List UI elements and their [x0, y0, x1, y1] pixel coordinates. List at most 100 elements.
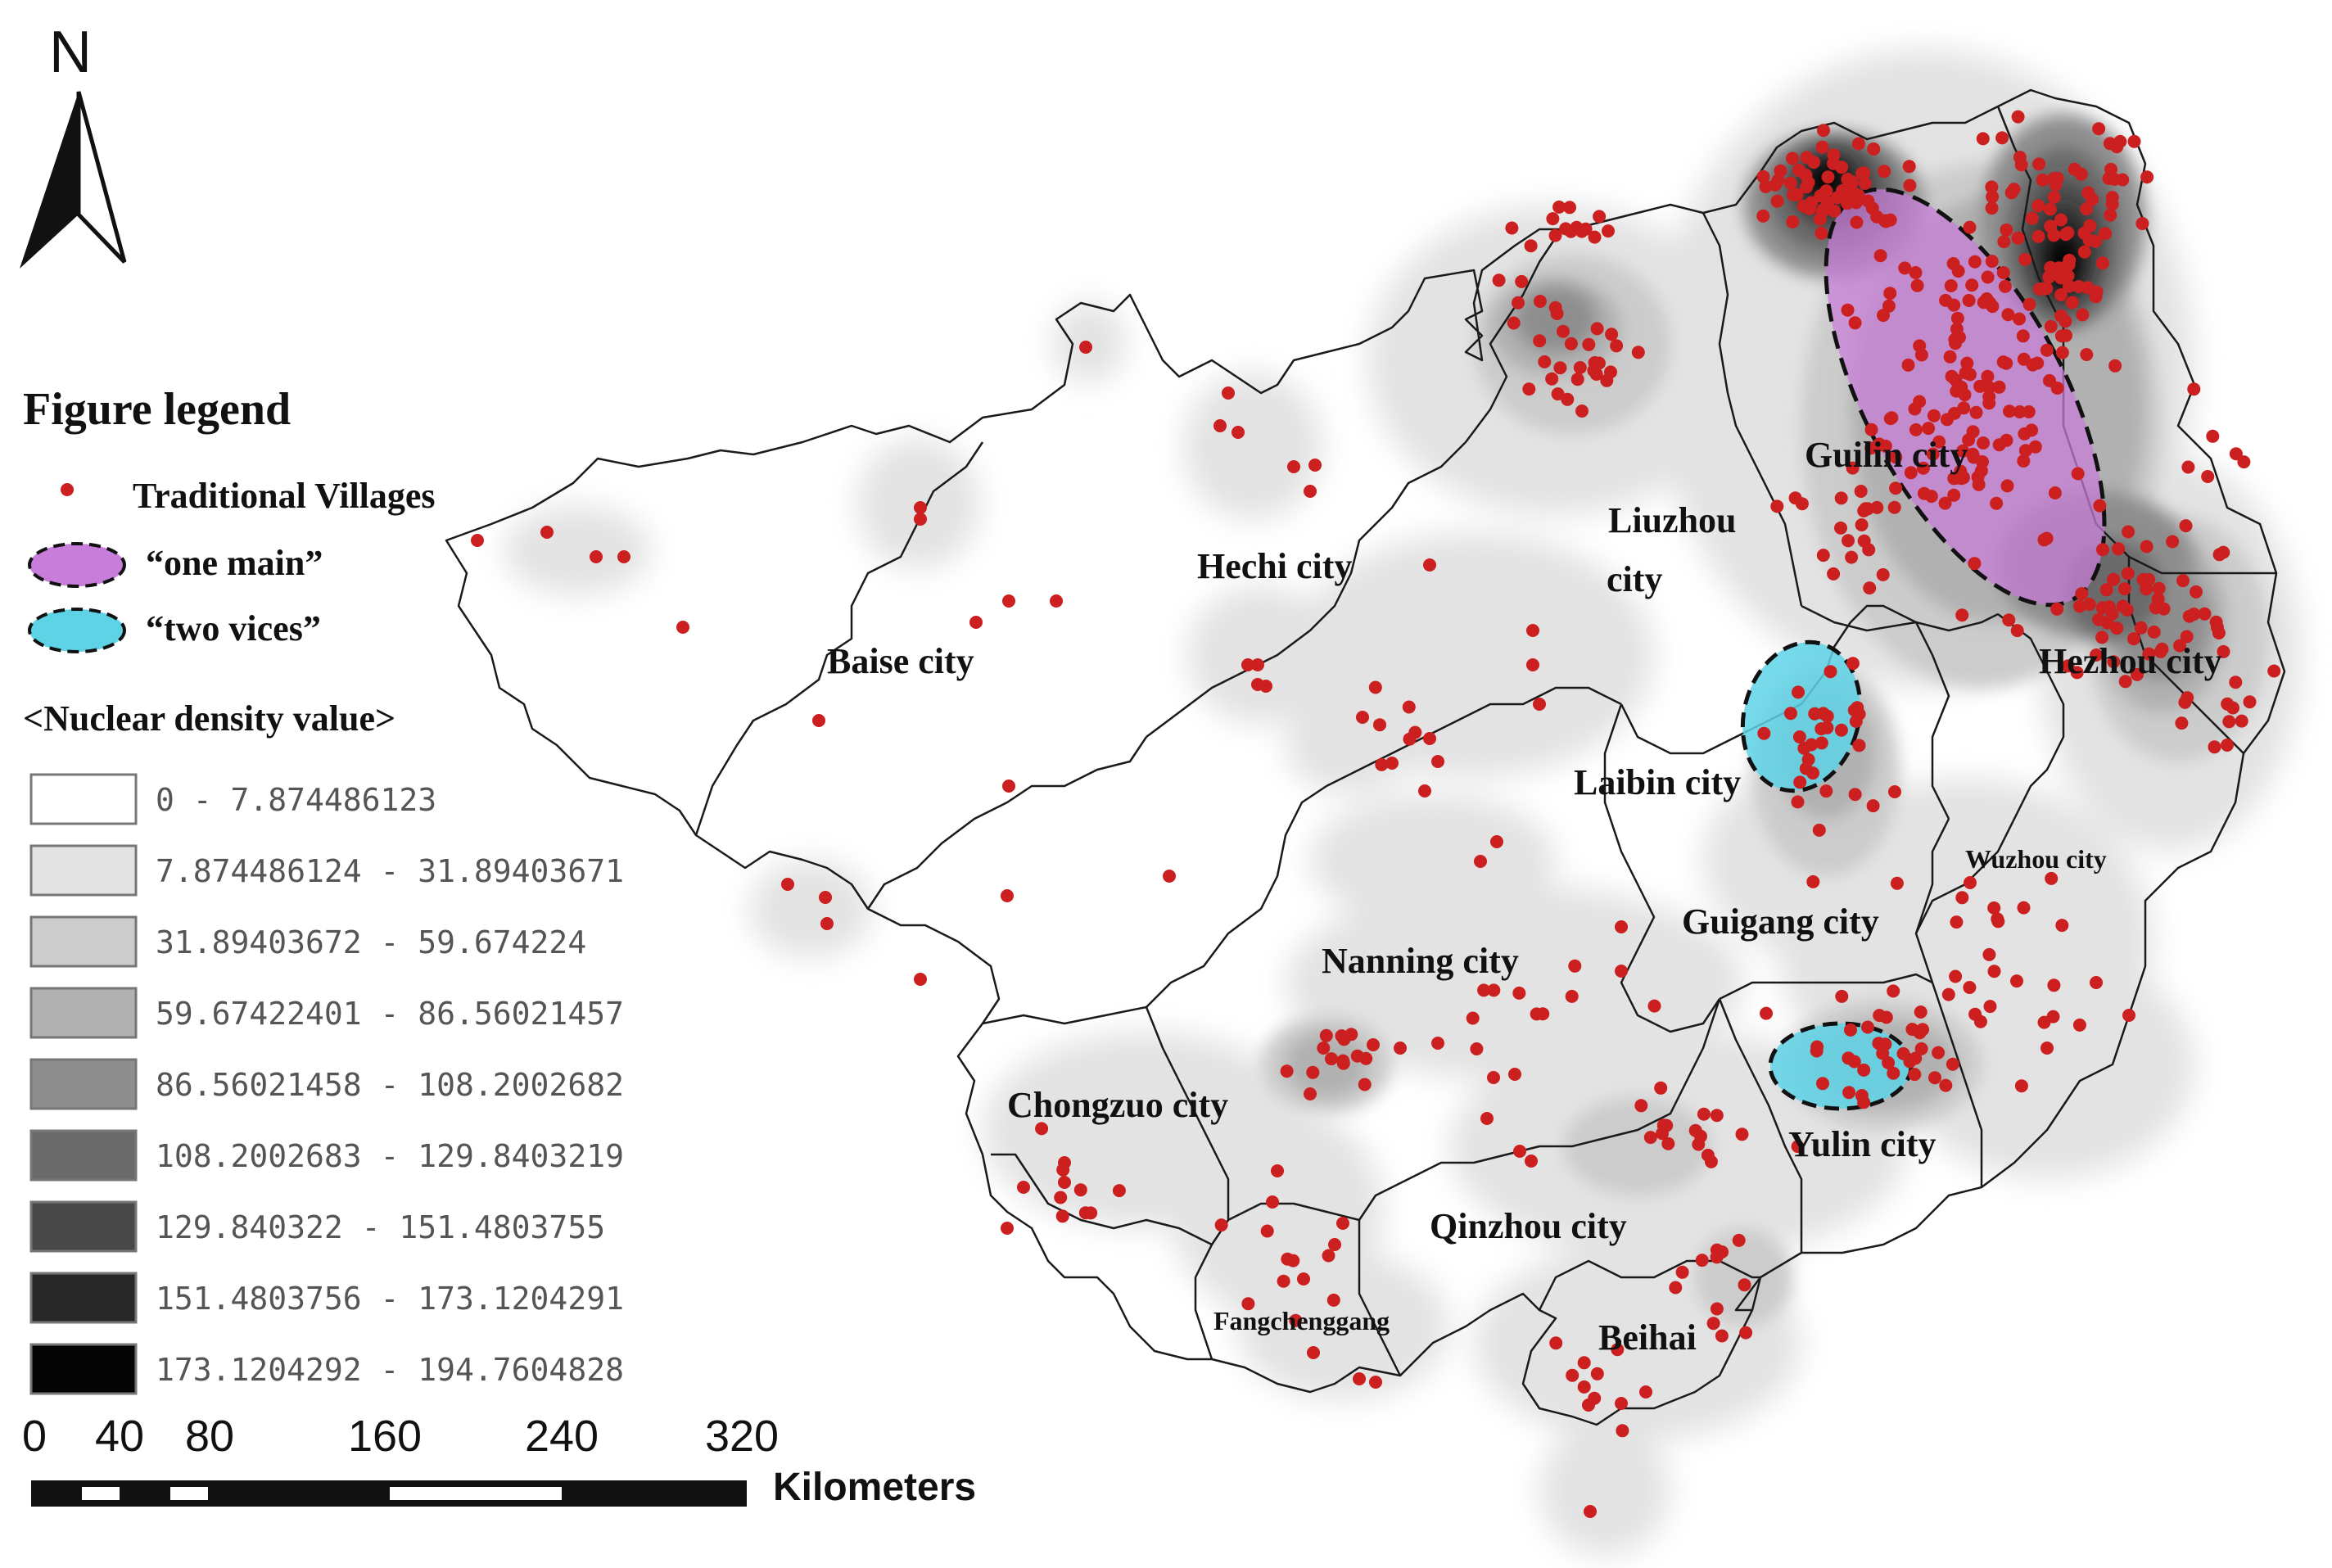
city-label-wuzhou: Wuzhou city [1965, 844, 2107, 874]
village-point [1846, 461, 1860, 475]
village-point [540, 526, 554, 539]
village-point [1368, 680, 1382, 694]
village-point [1251, 658, 1264, 671]
village-point [1058, 1156, 1071, 1169]
village-point [2036, 173, 2050, 187]
village-point [1286, 1254, 1300, 1268]
village-point [1982, 396, 1996, 410]
village-point [1280, 1064, 1294, 1078]
village-point [1356, 711, 1369, 724]
village-point [1913, 395, 1927, 409]
village-point [1548, 300, 1562, 314]
village-point [1615, 1397, 1628, 1410]
village-point [1955, 891, 1969, 905]
city-label-hezhou: Hezhou city [2039, 641, 2222, 681]
village-point [2201, 470, 2215, 483]
village-point [1896, 1046, 1910, 1060]
village-point [1564, 224, 1578, 238]
village-point [2120, 603, 2134, 617]
village-point [1241, 658, 1254, 671]
village-point [2017, 454, 2031, 468]
village-point [1855, 518, 1869, 531]
village-point [2096, 543, 2109, 557]
village-point [1319, 1028, 1333, 1042]
village-point [1610, 339, 1624, 353]
village-point [1852, 739, 1866, 752]
village-point [1983, 1000, 1997, 1014]
village-point [1783, 707, 1797, 721]
village-point [1877, 309, 1890, 323]
village-point [1862, 543, 1876, 557]
village-point [1851, 137, 1865, 151]
village-point [1841, 197, 1855, 210]
village-point [1908, 1068, 1922, 1082]
one-main-legend-icon [28, 542, 126, 588]
village-point [1774, 164, 1787, 178]
village-point [2072, 1018, 2086, 1032]
village-point [1222, 386, 1235, 400]
village-point [1807, 156, 1821, 169]
village-point [1995, 131, 2009, 145]
village-point [1898, 261, 1912, 275]
village-point [1910, 278, 1924, 292]
village-point [2126, 632, 2140, 646]
scale-tick-label: 240 [525, 1412, 599, 1461]
village-point [1326, 1293, 1340, 1307]
village-point [1998, 279, 2012, 293]
legend-one-main-label: “one main” [146, 543, 323, 583]
village-point [1756, 169, 1770, 183]
village-point [1806, 874, 1820, 888]
village-point [1851, 188, 1865, 202]
village-point [2050, 382, 2064, 395]
village-point [2140, 540, 2153, 554]
village-point [820, 917, 834, 930]
village-point [1563, 201, 1576, 215]
village-point [2010, 974, 2023, 988]
village-point [1770, 499, 1784, 513]
scale-tick-label: 0 [22, 1412, 47, 1461]
village-point [1002, 594, 1015, 608]
city-label-liuzhou: Liuzhou [1608, 500, 1737, 540]
village-point [2208, 740, 2221, 754]
village-point [1470, 1042, 1484, 1055]
village-point [2243, 695, 2257, 709]
village-point [2062, 279, 2076, 293]
village-point [1939, 1078, 1953, 1092]
village-point [1634, 1099, 1648, 1113]
village-point [1928, 1071, 1941, 1085]
village-point [2153, 644, 2167, 658]
village-point [1958, 388, 1972, 402]
village-point [1423, 558, 1436, 572]
village-point [1545, 372, 1559, 386]
village-point [2175, 716, 2189, 730]
village-point [1909, 423, 1923, 436]
village-point [1001, 1222, 1014, 1235]
density-class-swatch [29, 1272, 138, 1324]
village-point [1814, 189, 1828, 203]
village-point [1962, 433, 1976, 447]
village-point [1477, 983, 1491, 997]
village-point [2107, 655, 2121, 669]
density-class-swatch [29, 1200, 138, 1253]
village-point [1525, 1155, 1538, 1168]
village-point [1835, 989, 1849, 1003]
village-point [1848, 316, 1862, 330]
village-point [1916, 1023, 1929, 1037]
village-point [1914, 1042, 1928, 1055]
village-point [1938, 496, 1952, 510]
village-point [2025, 423, 2039, 437]
village-point [1803, 202, 1817, 215]
village-point [2222, 715, 2236, 729]
village-point [2048, 486, 2062, 499]
village-point [1232, 426, 1245, 439]
village-point [1842, 1051, 1855, 1065]
province-outline [445, 88, 2286, 1426]
village-point [2040, 1042, 2054, 1055]
village-point [1214, 1218, 1228, 1232]
village-point [1369, 1376, 1382, 1389]
village-point [2044, 319, 2058, 333]
village-point [617, 550, 630, 563]
village-point [1739, 1326, 1753, 1340]
legend-two-vices-label: “two vices” [146, 608, 321, 648]
village-point [1423, 732, 1436, 745]
